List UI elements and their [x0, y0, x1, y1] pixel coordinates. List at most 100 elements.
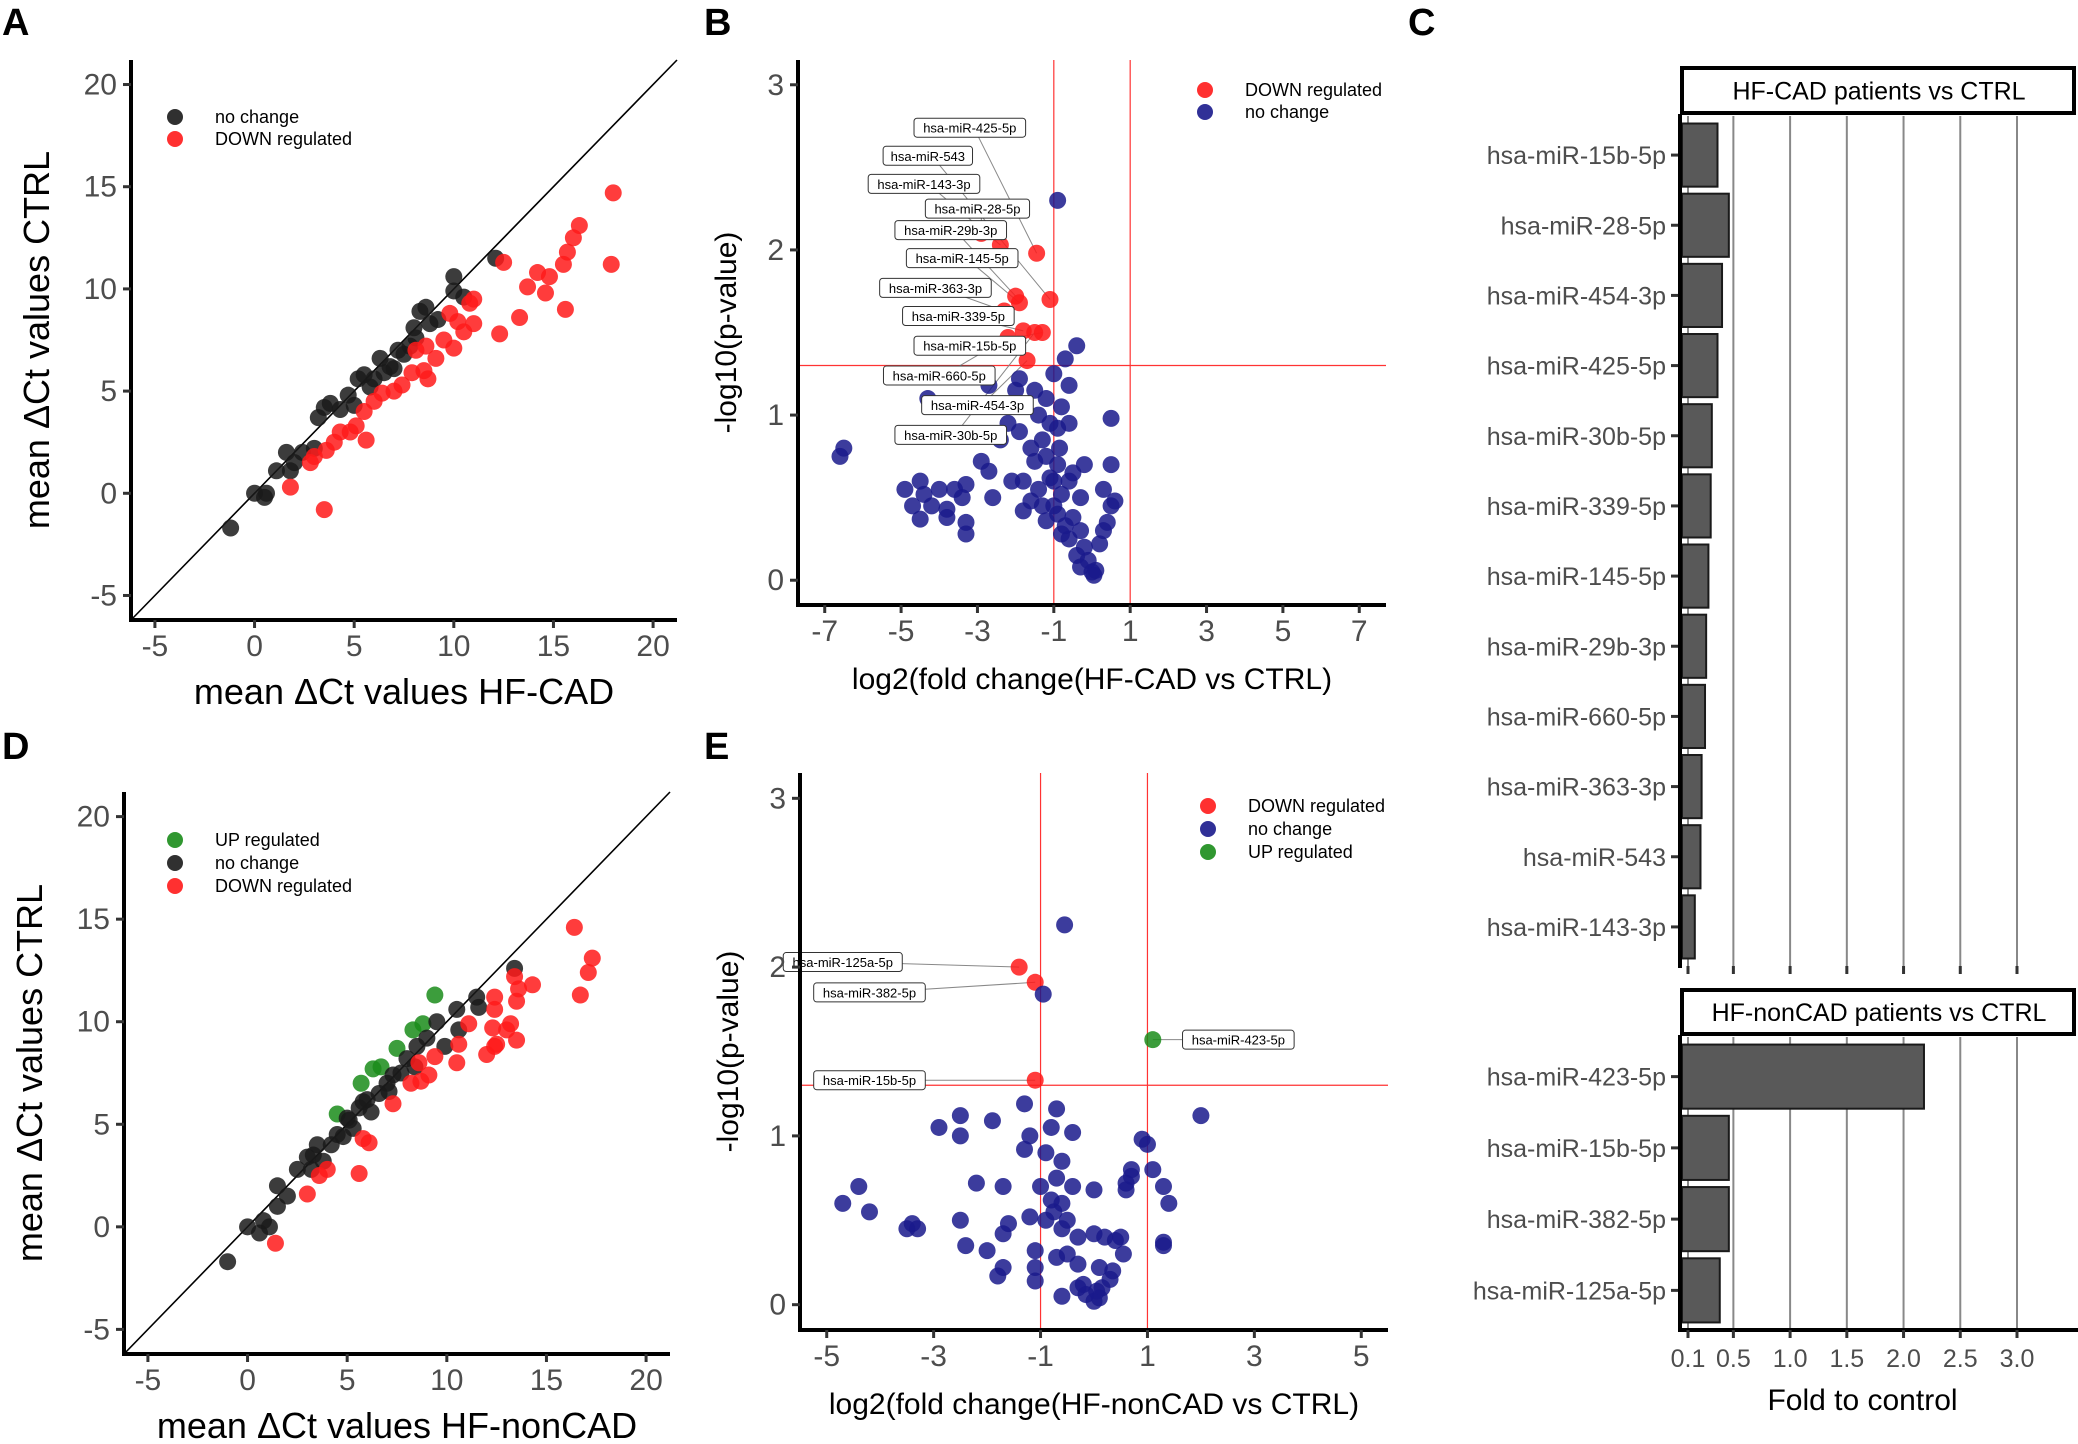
data-point-no-change [445, 268, 463, 286]
facet-strip [1680, 66, 2076, 115]
y-tick-label: 10 [84, 273, 117, 306]
legend-key [167, 832, 183, 848]
data-point-no-change [1051, 439, 1069, 457]
data-point-up-regulated [1144, 1031, 1162, 1049]
data-point-no-change [1069, 1255, 1087, 1273]
legend-key [1200, 798, 1216, 814]
data-point-no-change [994, 1225, 1012, 1243]
y-tick-label: 0 [769, 1289, 786, 1322]
data-point-no-change [1069, 1228, 1087, 1246]
y-tick-label: 15 [77, 903, 110, 936]
point-label: hsa-miR-660-5p [893, 368, 986, 383]
x-tick-label: 0.1 [1671, 1345, 1706, 1373]
point-label-box [882, 365, 996, 386]
data-point-no-change [222, 519, 240, 537]
bar [1681, 824, 1702, 890]
bar [1681, 333, 1719, 399]
data-point-down-regulated [524, 976, 542, 994]
bar [1681, 894, 1696, 960]
data-point-down-regulated [298, 1185, 316, 1203]
data-point-no-change [1154, 1178, 1172, 1196]
data-point-no-change [418, 1029, 436, 1047]
data-point-down-regulated [393, 376, 411, 394]
x-tick-label: 5 [1275, 615, 1292, 648]
data-point-no-change [288, 1160, 306, 1178]
data-point-no-change [1037, 512, 1055, 530]
data-point-down-regulated [604, 184, 622, 202]
data-point-no-change [1104, 1262, 1122, 1280]
data-point-no-change [911, 510, 929, 528]
data-point-no-change [1106, 492, 1124, 510]
x-tick-label: 3 [1198, 615, 1215, 648]
bar [1681, 1257, 1721, 1324]
bar [1681, 473, 1712, 539]
point-label: hsa-miR-425-5p [923, 121, 1016, 136]
y-tick-label: 5 [100, 375, 117, 408]
point-label: hsa-miR-15b-5p [923, 339, 1016, 354]
data-point-no-change [967, 1174, 985, 1192]
facet-1: HF-CAD patients vs CTRL hsa-miR-15b-5p hsa… [1487, 66, 2076, 974]
data-point-no-change [381, 358, 399, 376]
data-point-no-change [1074, 1275, 1092, 1293]
y-tick-label: -5 [90, 579, 117, 612]
bar [1681, 543, 1710, 609]
y-tick-label: hsa-miR-29b-3p [1487, 633, 1666, 661]
data-point-no-change [1049, 191, 1067, 209]
data-point-no-change [428, 1013, 446, 1031]
data-point-no-change [1026, 1272, 1044, 1290]
point-label: hsa-miR-30b-5p [904, 428, 997, 443]
data-point-down-regulated [1033, 324, 1051, 341]
y-tick-label: 3 [767, 69, 784, 102]
data-point-down-regulated [558, 243, 576, 261]
data-point-no-change [448, 1000, 466, 1018]
facet-title: HF-CAD patients vs CTRL [1732, 78, 2025, 106]
data-point-no-change [1056, 916, 1074, 934]
data-point-no-change [1053, 1152, 1071, 1170]
data-point-no-change [1010, 423, 1028, 441]
legend-key [1197, 104, 1213, 120]
panel-letter-d: D [2, 726, 30, 768]
x-tick-label: 3.0 [2000, 1345, 2035, 1373]
bar [1681, 754, 1703, 820]
data-point-down-regulated [360, 1134, 378, 1152]
data-point-no-change [904, 497, 922, 515]
data-point-no-change [1045, 365, 1063, 383]
point-label-box [813, 982, 926, 1003]
x-tick-label: 10 [437, 630, 470, 663]
data-point-up-regulated [372, 1058, 390, 1076]
y-tick-label: 1 [769, 1120, 786, 1153]
data-point-down-regulated [1010, 958, 1028, 976]
y-tick-label: 2 [769, 951, 786, 984]
data-point-down-regulated [448, 1054, 466, 1072]
data-point-down-regulated [1041, 290, 1059, 308]
data-point-no-change [1064, 1124, 1082, 1142]
data-point-no-change [930, 1118, 948, 1136]
data-point-no-change [1056, 350, 1074, 368]
data-point-no-change [834, 1194, 852, 1212]
x-tick-label: -5 [142, 630, 169, 663]
data-point-up-regulated [352, 1074, 370, 1092]
facet-2: HF-nonCAD patients vs CTRL hsa-miR-423-5p… [1473, 988, 2078, 1417]
data-point-no-change [1144, 1161, 1162, 1179]
data-point-up-regulated [426, 986, 444, 1004]
data-point-down-regulated [486, 988, 504, 1006]
data-point-no-change [1021, 1208, 1039, 1226]
y-tick-label: 5 [93, 1108, 110, 1141]
point-label-box [1182, 1029, 1295, 1050]
data-point-no-change [1138, 1135, 1156, 1153]
data-point-no-change [1052, 398, 1070, 416]
data-point-down-regulated [495, 253, 513, 271]
bar [1681, 683, 1707, 749]
point-label-box [921, 395, 1034, 416]
data-point-no-change [1021, 1127, 1039, 1145]
panel-letter-e: E [704, 726, 730, 768]
x-tick-label: 10 [430, 1364, 463, 1397]
data-point-down-regulated [350, 1165, 368, 1183]
data-point-down-regulated [1010, 294, 1028, 312]
data-point-no-change [1058, 1211, 1076, 1229]
data-point-down-regulated [384, 1095, 402, 1113]
legend-label: no change [1245, 102, 1329, 122]
bar [1681, 613, 1708, 679]
data-point-down-regulated [556, 300, 574, 318]
